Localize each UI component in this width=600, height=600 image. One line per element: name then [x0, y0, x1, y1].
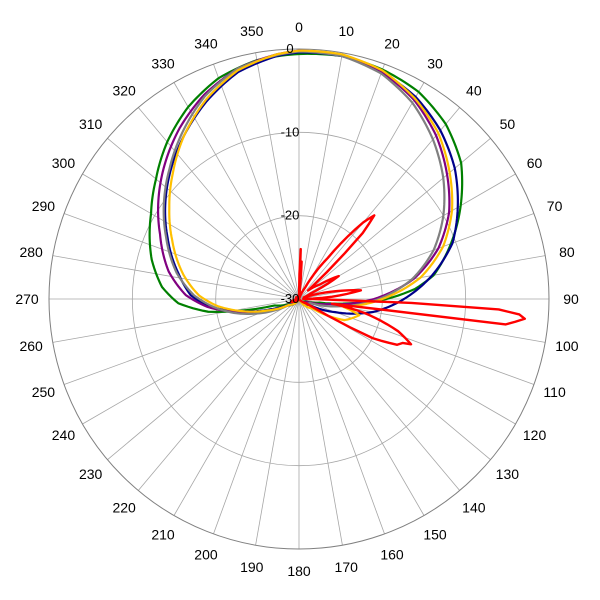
spoke-140 [298, 298, 461, 491]
angle-tick-label-20: 20 [384, 35, 400, 51]
spoke-190 [255, 298, 300, 546]
angle-tick-label-30: 30 [427, 55, 443, 71]
angle-tick-label-40: 40 [466, 83, 482, 99]
spoke-20 [298, 63, 385, 300]
angle-tick-label-170: 170 [335, 559, 359, 575]
spoke-160 [298, 298, 385, 535]
angle-tick-label-120: 120 [523, 427, 547, 443]
angle-tick-label-200: 200 [194, 547, 218, 563]
angle-tick-label-60: 60 [527, 155, 543, 171]
angle-tick-label-210: 210 [151, 527, 175, 543]
radial-tick-label: 0 [286, 41, 293, 56]
angle-tick-label-260: 260 [19, 338, 43, 354]
angle-tick-labels: 0 10 20 30 40 50 60 70 80 90 100 110 120 130 140 150 160… [15, 19, 579, 579]
angle-tick-label-220: 220 [112, 499, 136, 515]
spoke-50 [298, 137, 491, 300]
angle-tick-label-100: 100 [555, 338, 579, 354]
radial-tick-labels: 0 -10 -20 -30 [281, 41, 300, 306]
spoke-210 [173, 298, 300, 516]
spoke-280 [52, 255, 300, 300]
spoke-220 [137, 298, 300, 491]
spoke-320 [137, 107, 300, 300]
angle-tick-label-150: 150 [423, 527, 447, 543]
spoke-70 [298, 213, 535, 300]
angle-tick-label-240: 240 [52, 427, 76, 443]
angle-tick-label-190: 190 [240, 559, 264, 575]
angle-tick-label-70: 70 [547, 198, 563, 214]
angle-tick-label-90: 90 [563, 291, 579, 307]
ring-minus-10 [131, 131, 467, 467]
series-line-1 [148, 52, 464, 313]
angle-tick-label-140: 140 [462, 499, 486, 515]
spoke-340 [213, 63, 300, 300]
angle-tick-label-230: 230 [79, 466, 103, 482]
angle-tick-label-130: 130 [496, 466, 520, 482]
angle-tick-label-180: 180 [287, 563, 311, 579]
series-layer [148, 49, 526, 346]
angle-tick-label-290: 290 [32, 198, 56, 214]
angle-tick-label-270: 270 [15, 291, 39, 307]
spoke-310 [107, 137, 300, 300]
angle-tick-label-340: 340 [194, 35, 218, 51]
angle-tick-label-300: 300 [52, 155, 76, 171]
ring-0 [48, 48, 550, 550]
angle-tick-label-110: 110 [543, 384, 566, 400]
spoke-170 [298, 298, 343, 546]
spoke-240 [82, 298, 300, 425]
angle-tick-label-330: 330 [151, 55, 175, 71]
radial-tick-label: -30 [281, 291, 300, 306]
radial-tick-label: -20 [281, 208, 300, 223]
spoke-200 [213, 298, 300, 535]
spoke-130 [298, 298, 491, 461]
spoke-150 [298, 298, 425, 516]
spoke-300 [82, 173, 300, 300]
angle-tick-label-10: 10 [338, 23, 354, 39]
angle-tick-label-280: 280 [19, 244, 43, 260]
spoke-30 [298, 82, 425, 300]
series-line-4 [162, 50, 446, 316]
spoke-10 [298, 52, 343, 300]
angle-tick-label-160: 160 [380, 547, 404, 563]
radial-tick-label: -10 [281, 124, 300, 139]
angle-tick-label-0: 0 [295, 19, 303, 35]
spoke-230 [107, 298, 300, 461]
angle-tick-label-80: 80 [559, 244, 575, 260]
series-line-6 [289, 214, 526, 346]
angle-tick-label-320: 320 [112, 83, 136, 99]
angle-tick-label-50: 50 [500, 116, 516, 132]
spoke-260 [52, 298, 300, 343]
angle-tick-label-350: 350 [240, 23, 264, 39]
spoke-290 [63, 213, 300, 300]
spoke-350 [255, 52, 300, 300]
angle-tick-label-310: 310 [79, 116, 103, 132]
angle-tick-label-250: 250 [32, 384, 56, 400]
